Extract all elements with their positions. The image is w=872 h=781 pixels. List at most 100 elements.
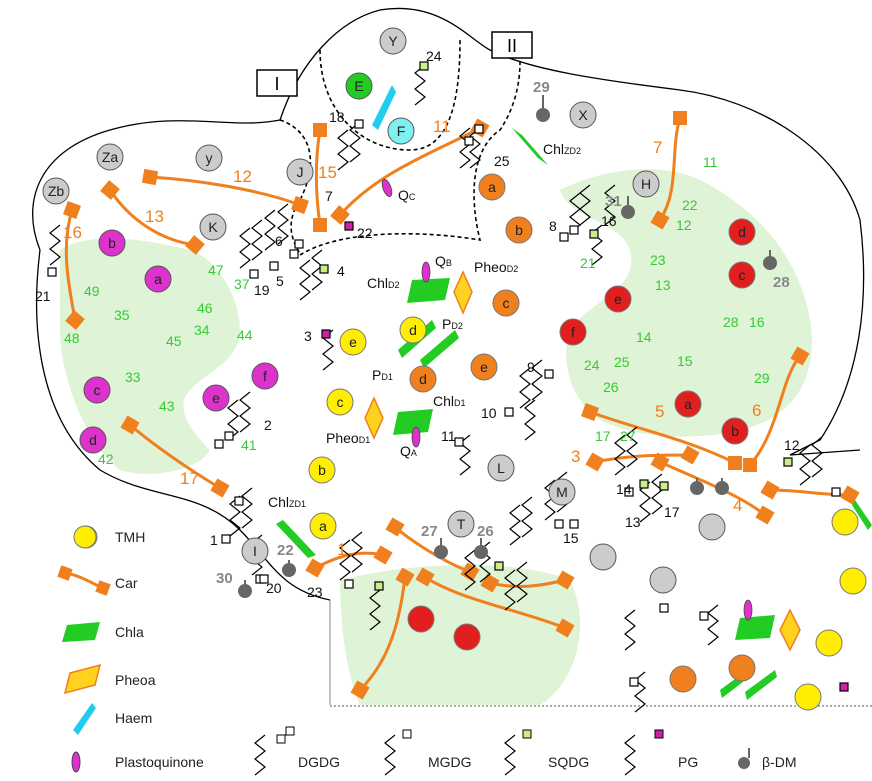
svg-text:14: 14 [636,329,652,345]
svg-text:Za: Za [102,149,119,165]
svg-text:47: 47 [208,262,224,278]
svg-text:K: K [208,219,218,235]
legend-mgdg: MGDG [428,754,472,770]
svg-text:6: 6 [275,233,283,249]
svg-text:26: 26 [603,379,619,395]
subunit-E [345,72,373,100]
svg-text:19: 19 [254,282,270,298]
svg-text:e: e [480,359,488,375]
svg-text:37: 37 [234,276,250,292]
svg-text:22: 22 [682,197,698,213]
svg-text:Y: Y [388,33,398,49]
region-label-II: II [491,31,533,59]
svg-text:PD1: PD1 [372,367,393,383]
legend-car-swatch [57,565,111,596]
legend-bdm-swatch [738,748,750,769]
svg-text:c: c [739,267,746,283]
svg-text:27: 27 [620,428,636,444]
legend-car: Car [115,575,138,591]
svg-text:H: H [641,176,651,192]
svg-text:16: 16 [601,213,617,229]
svg-text:42: 42 [98,451,114,467]
svg-text:10: 10 [481,405,497,421]
svg-text:e: e [614,291,622,307]
svg-text:24: 24 [584,357,600,373]
svg-text:4: 4 [337,263,345,279]
subunits-grey [42,27,726,594]
svg-text:21: 21 [580,255,596,271]
svg-text:ChlD2: ChlD2 [367,275,400,291]
svg-text:ChlZD2: ChlZD2 [543,141,581,157]
svg-text:X: X [578,107,588,123]
svg-text:f: f [263,368,267,384]
svg-text:4: 4 [733,496,742,515]
beta-dm-numbers: 29 31 28 27 26 30 22 [216,79,790,587]
svg-text:F: F [397,123,406,139]
svg-text:a: a [488,179,496,195]
svg-text:8: 8 [549,218,557,234]
legend-dgdg: DGDG [298,754,340,770]
svg-text:17: 17 [595,428,611,444]
svg-text:18: 18 [329,109,345,125]
svg-text:25: 25 [614,354,630,370]
svg-text:45: 45 [166,333,182,349]
svg-text:34: 34 [194,322,210,338]
svg-text:b: b [731,423,739,439]
svg-text:23: 23 [307,584,323,600]
svg-text:e: e [212,390,220,406]
svg-text:11: 11 [433,117,451,136]
svg-text:7: 7 [653,138,662,157]
svg-text:46: 46 [197,300,213,316]
svg-text:a: a [154,271,162,287]
pheophytins [364,270,801,652]
svg-text:30: 30 [216,570,233,587]
svg-text:a: a [684,396,692,412]
svg-text:5: 5 [276,273,284,289]
svg-text:13: 13 [655,277,671,293]
svg-text:Zb: Zb [48,183,65,199]
svg-text:f: f [571,324,575,340]
svg-text:12: 12 [784,437,800,453]
svg-text:QB: QB [435,253,452,269]
svg-text:PheoD2: PheoD2 [474,259,518,275]
svg-text:41: 41 [241,437,257,453]
svg-text:17: 17 [180,469,199,488]
svg-text:24: 24 [426,48,442,64]
svg-text:15: 15 [318,163,337,182]
svg-text:20: 20 [266,580,282,596]
svg-text:16: 16 [749,314,765,330]
legend-sqdg-swatch [504,729,532,776]
svg-text:e: e [349,334,357,350]
subunits-red [407,218,756,651]
legend-chla: Chla [115,624,144,640]
legend-haem-swatch [73,703,96,735]
legend-dgdg-swatch [254,726,295,776]
svg-text:d: d [419,371,427,387]
svg-text:13: 13 [625,514,641,530]
legend-pq: Plastoquinone [115,754,204,770]
svg-text:27: 27 [421,523,438,540]
svg-text:17: 17 [664,504,680,520]
svg-text:E: E [354,78,363,94]
svg-text:PD2: PD2 [442,316,463,332]
svg-text:31: 31 [605,193,622,210]
svg-text:28: 28 [773,274,790,291]
svg-text:PheoD1: PheoD1 [326,430,370,446]
svg-text:26: 26 [477,523,494,540]
svg-text:13: 13 [145,207,164,226]
svg-text:11: 11 [703,154,718,170]
subunits-orange [409,173,756,693]
svg-text:6: 6 [752,401,761,420]
svg-text:11: 11 [441,428,456,444]
svg-text:29: 29 [533,79,550,96]
legend-pg-swatch [624,729,664,776]
svg-text:33: 33 [125,369,141,385]
subunit-F [387,117,415,145]
svg-text:7: 7 [325,188,333,204]
region-label-I: I [256,69,298,97]
legend-pheoa-swatch [63,663,102,695]
